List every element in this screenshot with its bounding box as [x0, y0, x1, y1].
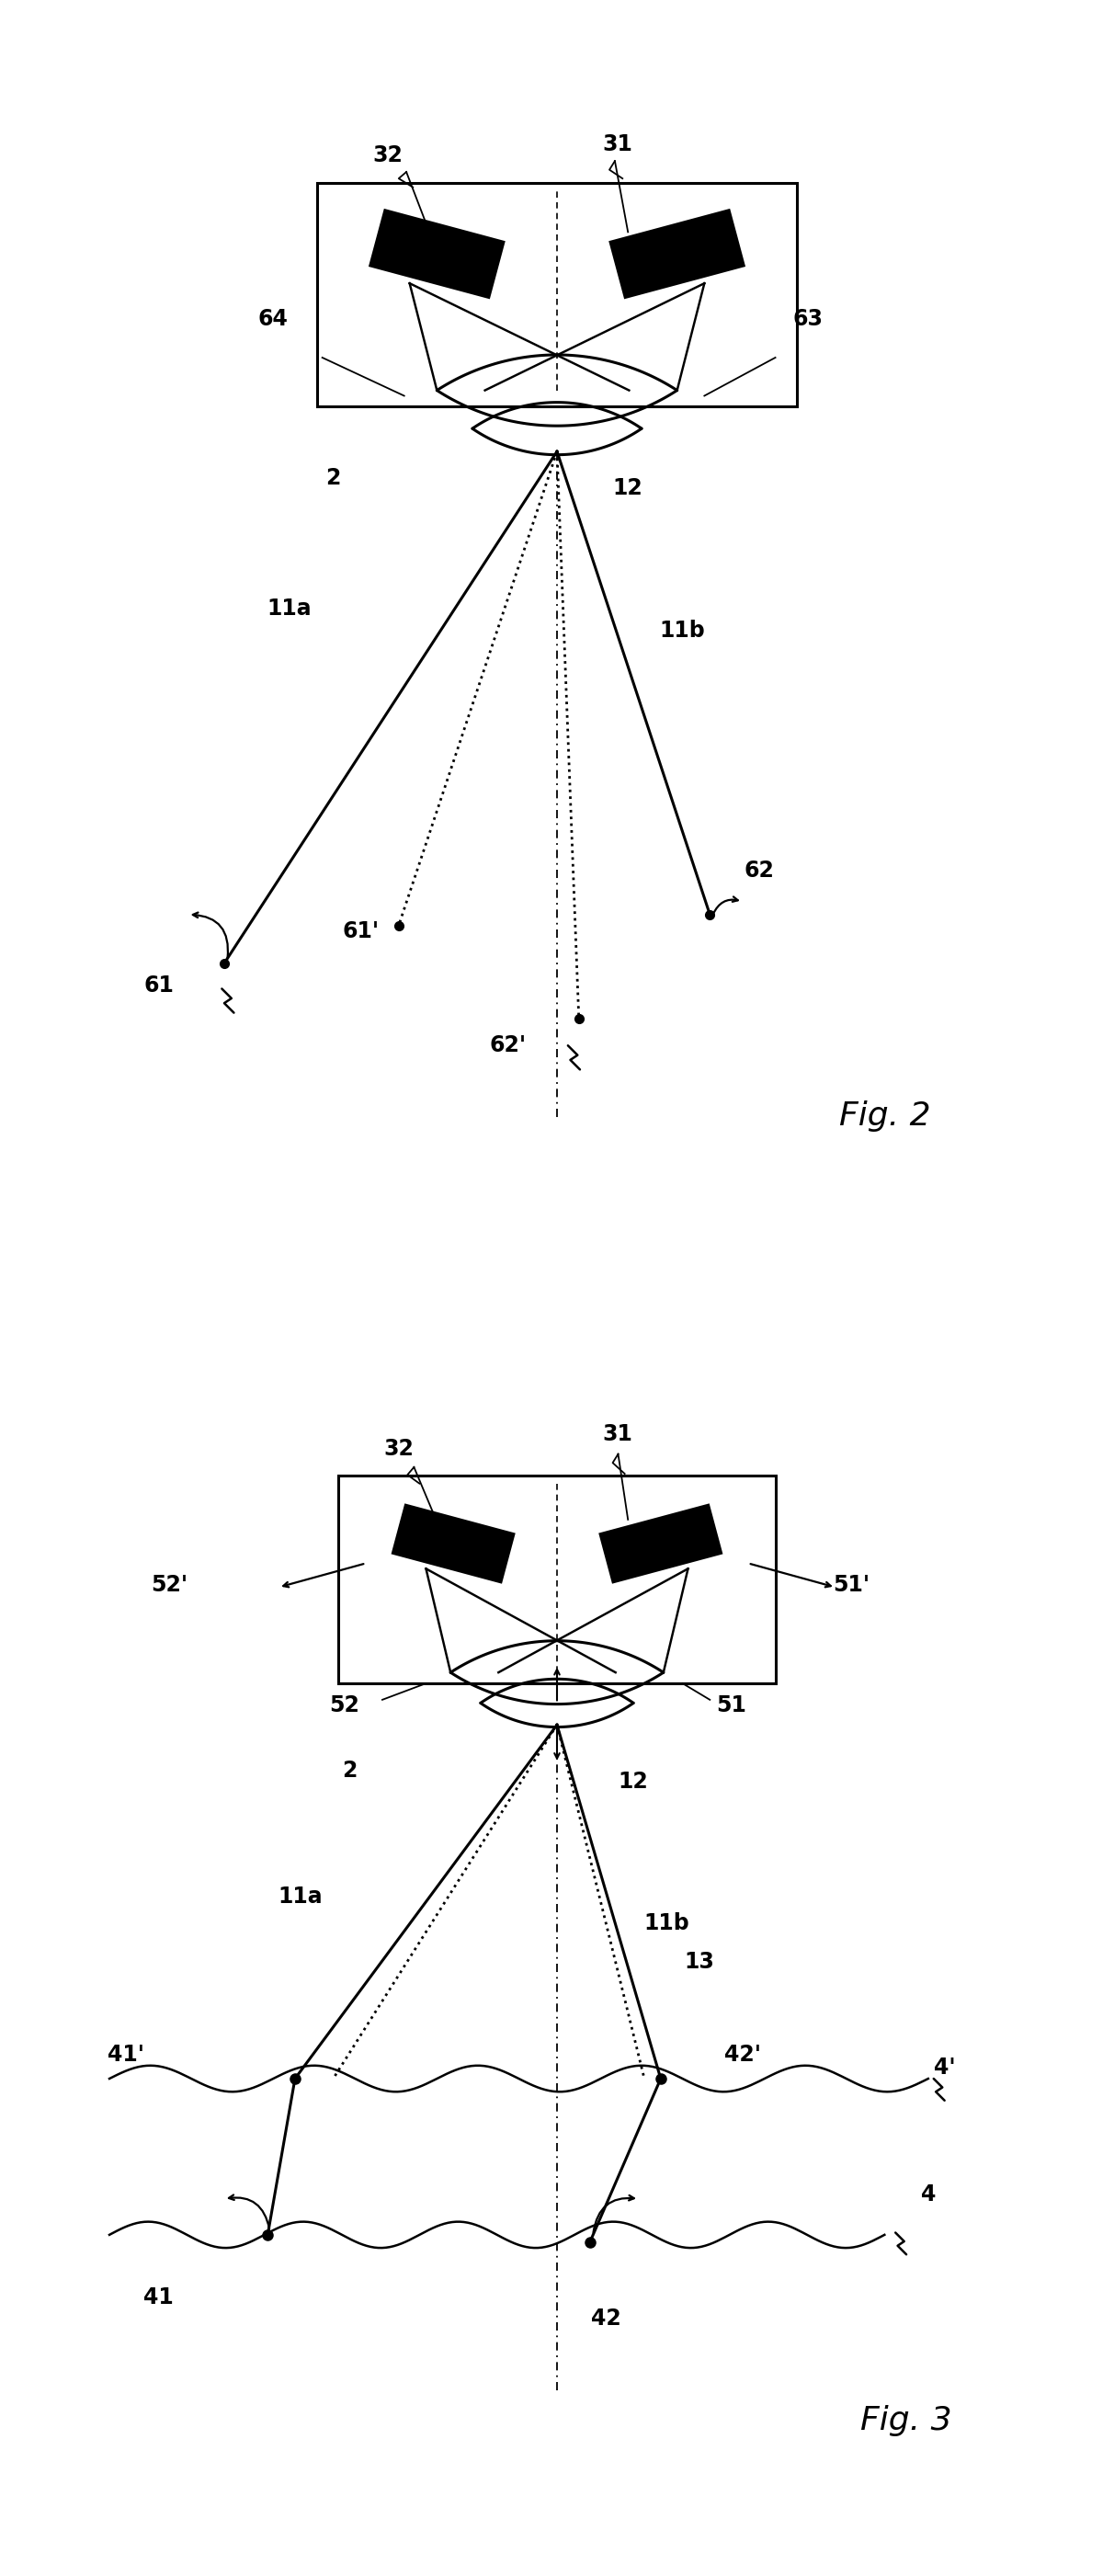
Polygon shape — [339, 1476, 775, 1682]
Text: 13: 13 — [684, 1950, 714, 1973]
Text: 63: 63 — [793, 309, 823, 330]
Text: 32: 32 — [373, 144, 403, 167]
Text: 2: 2 — [325, 466, 341, 489]
Text: 4': 4' — [934, 2056, 956, 2079]
Polygon shape — [598, 1504, 723, 1584]
Text: 41: 41 — [144, 2285, 174, 2308]
Text: 64: 64 — [258, 309, 289, 330]
Text: 62: 62 — [744, 860, 774, 881]
Text: 32: 32 — [383, 1437, 413, 1461]
Text: 62': 62' — [489, 1036, 526, 1056]
Text: 51: 51 — [716, 1695, 746, 1716]
Text: 11a: 11a — [267, 598, 312, 621]
Text: Fig. 3: Fig. 3 — [861, 2406, 952, 2437]
Polygon shape — [608, 209, 745, 299]
Text: 11b: 11b — [659, 621, 705, 641]
Text: 12: 12 — [618, 1770, 648, 1793]
Text: 61: 61 — [144, 974, 174, 997]
Text: 11b: 11b — [643, 1911, 690, 1935]
Polygon shape — [369, 209, 506, 299]
Text: 52': 52' — [152, 1574, 188, 1597]
Text: 4: 4 — [920, 2184, 936, 2205]
Text: 31: 31 — [602, 1425, 632, 1445]
Text: 11a: 11a — [278, 1886, 323, 1906]
Text: 42: 42 — [592, 2308, 622, 2329]
Polygon shape — [391, 1504, 516, 1584]
Text: 52: 52 — [329, 1695, 359, 1716]
Text: 12: 12 — [613, 477, 643, 500]
Text: 2: 2 — [342, 1759, 358, 1783]
Text: Fig. 2: Fig. 2 — [839, 1100, 930, 1131]
Text: 51': 51' — [833, 1574, 870, 1597]
Text: 31: 31 — [602, 134, 632, 155]
Text: 42': 42' — [724, 2043, 761, 2066]
Text: 61': 61' — [342, 920, 379, 943]
Polygon shape — [316, 183, 798, 407]
Text: 41': 41' — [107, 2043, 144, 2066]
